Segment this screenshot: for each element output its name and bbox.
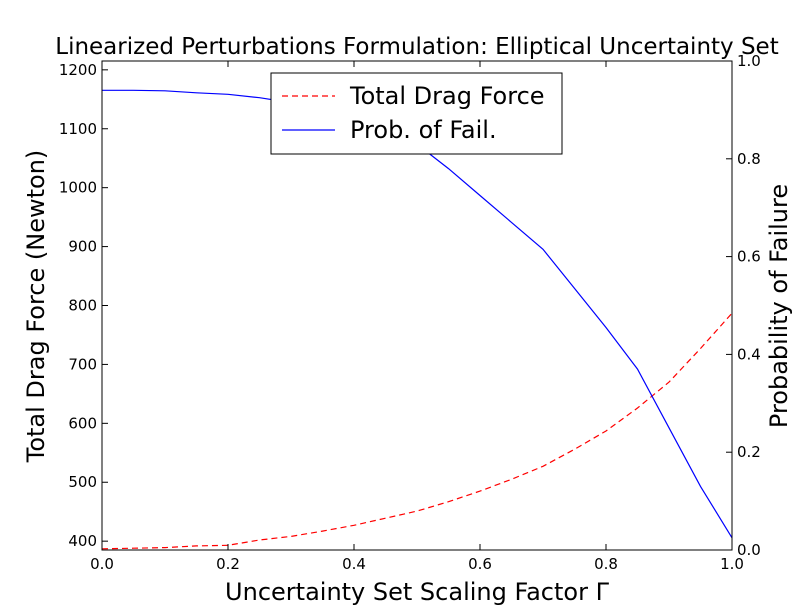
ticks-layer: 0.0 0.2 0.4 0.6 0.8 1.0 400 500 600 700 800 900 1000… bbox=[59, 52, 761, 573]
y-axis-left-title: Total Drag Force (Newton) bbox=[22, 150, 50, 464]
x-tick-label: 0.2 bbox=[216, 555, 240, 573]
y-right-tick-label: 0.6 bbox=[737, 248, 761, 266]
y-right-tick-label: 0.4 bbox=[737, 345, 761, 363]
legend: Total Drag Force Prob. of Fail. bbox=[270, 72, 563, 155]
legend-label-prob: Prob. of Fail. bbox=[350, 116, 497, 144]
chart-title: Linearized Perturbations Formulation: El… bbox=[55, 34, 778, 60]
x-tick-label: 0.8 bbox=[594, 555, 618, 573]
y-left-tick-label: 1200 bbox=[59, 61, 97, 79]
x-tick-label: 0.6 bbox=[468, 555, 492, 573]
y-left-tick-label: 600 bbox=[68, 414, 97, 432]
series-line-total-drag-force bbox=[101, 312, 733, 550]
y-right-tick-label: 0.2 bbox=[737, 443, 761, 461]
y-right-tick-label: 0.8 bbox=[737, 150, 761, 168]
x-tick-label: 1.0 bbox=[720, 555, 744, 573]
x-tick-label: 0.4 bbox=[342, 555, 366, 573]
x-tick-label: 0.0 bbox=[90, 555, 114, 573]
x-axis-title: Uncertainty Set Scaling Factor Γ bbox=[225, 578, 610, 606]
y-left-tick-label: 800 bbox=[68, 297, 97, 315]
y-left-tick-label: 400 bbox=[68, 532, 97, 550]
y-left-tick-label: 1100 bbox=[59, 120, 97, 138]
y-axis-right-title: Probability of Failure bbox=[765, 184, 793, 428]
y-right-tick-label: 1.0 bbox=[737, 52, 761, 70]
y-right-tick-label: 0.0 bbox=[737, 541, 761, 559]
legend-label-drag: Total Drag Force bbox=[349, 82, 545, 110]
y-left-tick-label: 900 bbox=[68, 238, 97, 256]
y-left-tick-label: 1000 bbox=[59, 179, 97, 197]
legend-box bbox=[270, 72, 563, 155]
y-left-tick-label: 700 bbox=[68, 355, 97, 373]
y-left-tick-label: 500 bbox=[68, 473, 97, 491]
